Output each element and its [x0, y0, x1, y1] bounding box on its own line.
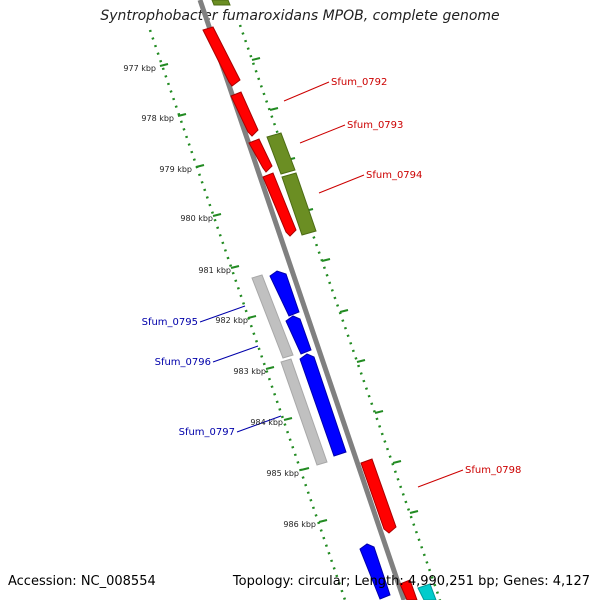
ruler-label-983: 983 kbp: [233, 367, 266, 376]
callout-line-sfum-0798: [417, 469, 464, 488]
topology-text: Topology: circular; Length: 4,990,251 bp…: [233, 574, 590, 589]
label-sfum-0794[interactable]: Sfum_0794: [366, 170, 422, 181]
outer-ruler-dots: [238, 24, 442, 600]
gene-sfum-0792[interactable]: [230, 91, 259, 137]
ruler-label-977: 977 kbp: [123, 64, 156, 73]
ruler-label-979: 979 kbp: [159, 165, 192, 174]
gene-sfum-0798[interactable]: [360, 458, 397, 534]
accession-text: Accession: NC_008554: [8, 574, 156, 589]
gene-olive-1[interactable]: [266, 132, 296, 175]
map-title: Syntrophobacter fumaroxidans MPOB, compl…: [100, 8, 500, 24]
topology-value: Topology: circular; Length: 4,990,251 bp…: [232, 574, 590, 589]
callout-line-sfum-0792: [283, 81, 330, 102]
gene-red-top[interactable]: [202, 26, 241, 87]
label-sfum-0796[interactable]: Sfum_0796: [155, 357, 211, 368]
gene-sfum-0793[interactable]: [248, 138, 273, 173]
gene-sfum-0796[interactable]: [285, 315, 312, 355]
label-sfum-0797[interactable]: Sfum_0797: [179, 427, 235, 438]
ruler-label-980: 980 kbp: [180, 214, 213, 223]
gene-cyan-bottom[interactable]: [417, 583, 437, 600]
gene-sfum-0797[interactable]: [299, 353, 347, 457]
gene-sfum-0795[interactable]: [269, 270, 300, 317]
ruler-label-978: 978 kbp: [141, 114, 174, 123]
label-sfum-0793[interactable]: Sfum_0793: [347, 120, 403, 131]
label-sfum-0792[interactable]: Sfum_0792: [331, 77, 387, 88]
gene-blue-bottom[interactable]: [359, 543, 391, 600]
ruler-label-981: 981 kbp: [198, 266, 231, 275]
gene-olive-top[interactable]: [211, 0, 231, 6]
callout-line-sfum-0793: [299, 124, 346, 144]
ruler-label-984: 984 kbp: [250, 418, 283, 427]
inner-ruler-ticks: [159, 63, 328, 523]
genome-backbone: [197, 0, 407, 600]
gene-pseudo-1[interactable]: [251, 274, 294, 359]
label-sfum-0798[interactable]: Sfum_0798: [465, 465, 521, 476]
callout-line-sfum-0797: [236, 415, 282, 433]
ruler-label-985: 985 kbp: [266, 469, 299, 478]
gene-pseudo-2[interactable]: [280, 358, 328, 466]
gene-olive-2[interactable]: [281, 172, 317, 236]
gene-red-bottom[interactable]: [399, 579, 418, 600]
callout-line-sfum-0795: [199, 305, 246, 323]
ruler-label-982: 982 kbp: [215, 316, 248, 325]
label-sfum-0795[interactable]: Sfum_0795: [142, 317, 198, 328]
callout-line-sfum-0794: [318, 174, 365, 194]
callout-line-sfum-0796: [212, 345, 259, 363]
ruler-label-986: 986 kbp: [283, 520, 316, 529]
gene-sfum-0794[interactable]: [262, 172, 297, 237]
outer-ruler-ticks: [251, 57, 419, 514]
